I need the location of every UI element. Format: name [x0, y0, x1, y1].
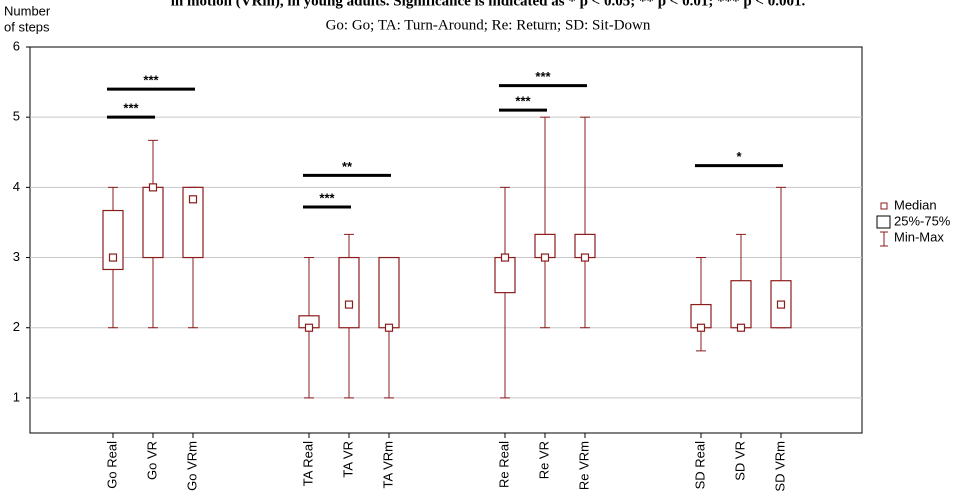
x-tick-label: SD Real: [692, 441, 707, 490]
x-tick-label: Re VR: [536, 441, 551, 479]
median: [500, 253, 510, 262]
x-tick-label: TA Real: [300, 441, 315, 486]
x-tick-label: Go VR: [144, 441, 159, 480]
legend-label: 25%-75%: [894, 213, 951, 228]
median: [736, 323, 746, 332]
x-tick-label: Go VRm: [184, 441, 199, 491]
box: [494, 256, 516, 294]
box: [338, 256, 360, 329]
significance-label: ***: [319, 190, 335, 205]
legend-box: [876, 215, 891, 229]
y-tick-label: 3: [13, 249, 20, 264]
box: [182, 186, 204, 259]
y-axis-label: of steps: [4, 19, 50, 34]
y-tick-label: 6: [13, 38, 20, 53]
significance-label: **: [342, 159, 353, 174]
significance-label: *: [736, 149, 742, 164]
box: [730, 280, 752, 329]
median: [304, 323, 314, 332]
x-tick-label: TA VR: [340, 441, 355, 478]
y-tick-label: 5: [13, 109, 20, 124]
significance-label: ***: [123, 101, 139, 116]
y-tick-label: 4: [13, 179, 20, 194]
median: [188, 195, 198, 204]
x-tick-label: SD VR: [732, 441, 747, 481]
significance-label: ***: [535, 69, 551, 84]
y-tick-label: 1: [13, 389, 20, 404]
median: [540, 253, 550, 262]
chart-title: in motion (VRm), in young adults. Signif…: [171, 0, 806, 9]
box: [142, 186, 164, 259]
x-tick-label: Re Real: [496, 441, 511, 488]
median: [148, 183, 158, 192]
legend-label: Median: [894, 197, 937, 212]
plot-area: [29, 46, 863, 434]
median: [776, 300, 786, 309]
legend-median: [880, 202, 888, 210]
significance-label: ***: [515, 94, 531, 109]
x-tick-label: Re VRm: [576, 441, 591, 490]
y-axis-label: Number: [4, 3, 51, 18]
median: [384, 323, 394, 332]
x-tick-label: SD VRm: [772, 441, 787, 492]
chart-subtitle: Go: Go; TA: Turn-Around; Re: Return; SD:…: [326, 17, 651, 33]
median: [696, 323, 706, 332]
median: [108, 253, 118, 262]
median: [344, 300, 354, 309]
legend-label: Min-Max: [894, 229, 944, 244]
significance-label: ***: [143, 73, 159, 88]
box: [102, 209, 124, 271]
x-tick-label: TA VRm: [380, 441, 395, 488]
box: [378, 256, 400, 329]
x-tick-label: Go Real: [104, 441, 119, 489]
median: [580, 253, 590, 262]
y-tick-label: 2: [13, 319, 20, 334]
